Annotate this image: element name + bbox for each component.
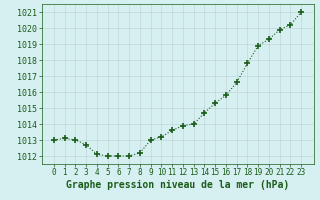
X-axis label: Graphe pression niveau de la mer (hPa): Graphe pression niveau de la mer (hPa): [66, 180, 289, 190]
